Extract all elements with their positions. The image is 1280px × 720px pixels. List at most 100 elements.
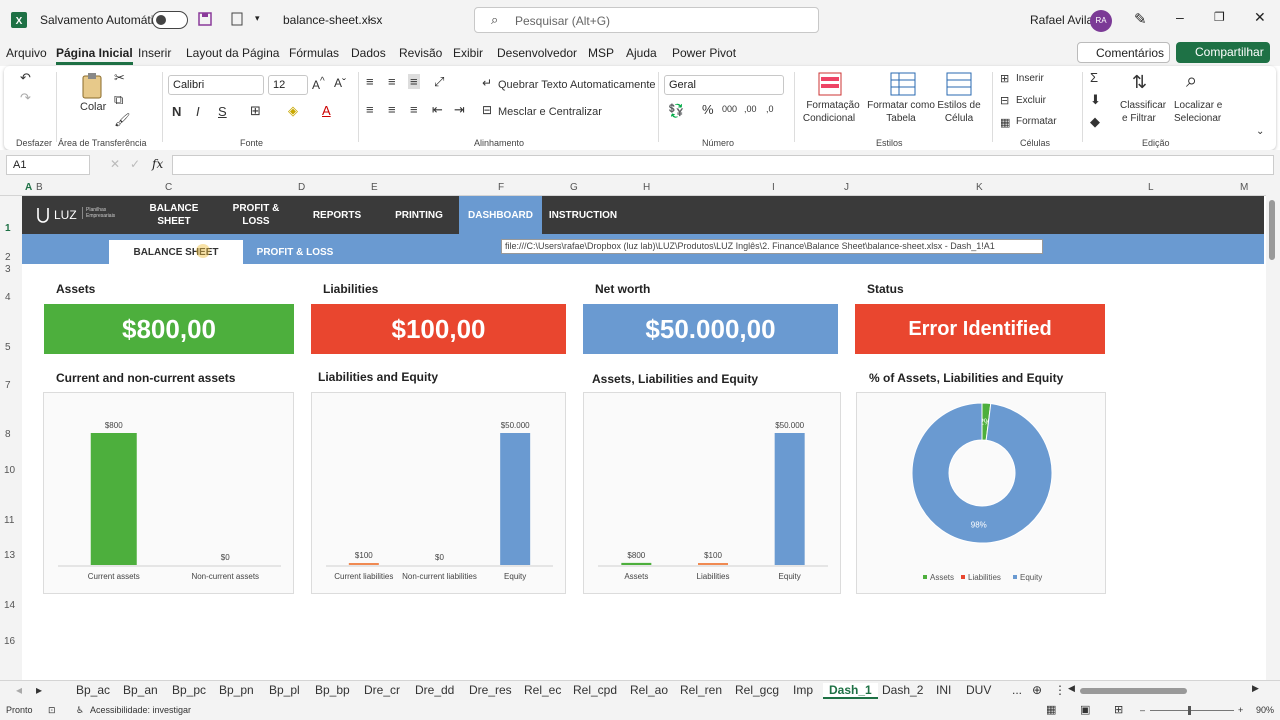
cell-styles-label-1[interactable]: Estilos de <box>937 100 981 111</box>
formula-input[interactable] <box>172 155 1274 175</box>
format-table-label-1[interactable]: Formatar como <box>867 100 935 111</box>
sheet-tab[interactable]: Rel_ec <box>524 683 562 697</box>
document-icon[interactable] <box>230 12 244 26</box>
borders-icon[interactable]: ⊞ <box>250 103 261 118</box>
avatar[interactable]: RA <box>1090 10 1112 32</box>
underline-icon[interactable]: S <box>218 104 227 119</box>
conditional-format-icon[interactable] <box>818 72 842 96</box>
sheet-tab[interactable]: Dash_1 <box>823 683 878 699</box>
decrease-decimal-icon[interactable]: ,0 <box>766 104 774 114</box>
menu-revisao[interactable]: Revisão <box>399 46 443 60</box>
decrease-indent-icon[interactable]: ⇤ <box>432 102 443 117</box>
zoom-in-icon[interactable]: + <box>1238 705 1244 715</box>
chart-assets-liabilities-equity[interactable]: $800 Assets $100 Liabilities $50.000 Equity <box>583 392 841 594</box>
shrink-font-icon[interactable]: Aˇ <box>334 76 346 90</box>
sheet-tab[interactable]: Bp_ac <box>76 683 111 697</box>
find-icon[interactable]: ⌕ <box>1186 70 1198 92</box>
format-label[interactable]: Formatar <box>1016 116 1057 127</box>
font-name-select[interactable]: Calibri <box>168 75 264 95</box>
nav-printing[interactable]: PRINTING <box>395 209 443 221</box>
save-icon[interactable] <box>198 12 212 26</box>
sheet-tab[interactable]: Rel_gcg <box>735 683 780 697</box>
currency-icon[interactable]: 💱 <box>668 103 685 118</box>
sheet-tab[interactable]: Bp_an <box>123 683 158 697</box>
menu-ajuda[interactable]: Ajuda <box>626 46 657 60</box>
column-header[interactable]: I <box>772 182 775 193</box>
paste-icon[interactable] <box>80 72 106 100</box>
row-header[interactable]: 16 <box>4 636 16 647</box>
page-layout-icon[interactable]: ▣ <box>1080 704 1091 716</box>
restore-icon[interactable]: ❐ <box>1214 10 1225 24</box>
nav-balance-sheet[interactable]: BALANCE SHEET <box>149 203 199 227</box>
thousands-icon[interactable]: 000 <box>722 104 738 114</box>
orientation-icon[interactable]: ⤢ <box>434 74 445 89</box>
percent-icon[interactable]: % <box>702 102 714 117</box>
align-center-icon[interactable]: ≡ <box>388 102 396 117</box>
column-header[interactable]: A <box>25 182 33 193</box>
accessibility-status[interactable]: Acessibilidade: investigar <box>90 705 192 715</box>
wrap-text-label[interactable]: Quebrar Texto Automaticamente <box>498 79 656 91</box>
zoom-slider[interactable] <box>1150 710 1234 711</box>
filename[interactable]: balance-sheet.xlsx <box>283 13 383 27</box>
zoom-out-icon[interactable]: – <box>1140 705 1146 715</box>
menu-desenvolvedor[interactable]: Desenvolvedor <box>497 46 578 60</box>
column-header[interactable]: E <box>371 182 378 193</box>
comments-button[interactable]: Comentários <box>1077 42 1170 63</box>
merge-center-label[interactable]: Mesclar e Centralizar <box>498 106 602 118</box>
format-cells-icon[interactable]: ▦ <box>1000 117 1011 129</box>
font-size-select[interactable]: 12 <box>268 75 308 95</box>
cancel-icon[interactable]: ✕ <box>110 157 121 171</box>
sheet-tab[interactable]: Rel_cpd <box>573 683 618 697</box>
menu-exibir[interactable]: Exibir <box>453 46 484 60</box>
column-header[interactable]: G <box>570 182 578 193</box>
paste-label[interactable]: Colar <box>80 101 107 113</box>
bold-icon[interactable]: N <box>172 104 182 119</box>
row-header[interactable]: 11 <box>4 515 15 526</box>
menu-msp[interactable]: MSP <box>588 46 615 60</box>
sheet-tab[interactable]: Bp_bp <box>315 683 350 697</box>
column-header[interactable]: B <box>36 182 43 193</box>
align-left-icon[interactable]: ≡ <box>366 102 374 117</box>
sort-label-1[interactable]: Classificar <box>1120 100 1167 111</box>
hscroll-left-icon[interactable]: ◀ <box>1068 683 1075 693</box>
sheet-tab[interactable]: Bp_pc <box>172 683 207 697</box>
delete-label[interactable]: Excluir <box>1016 95 1047 106</box>
number-format-select[interactable]: Geral <box>664 75 784 95</box>
nav-instruction[interactable]: INSTRUCTION <box>548 209 618 221</box>
nav-profit-loss[interactable]: PROFIT & LOSS <box>232 203 280 227</box>
insert-cells-icon[interactable]: ⊞ <box>1000 73 1010 85</box>
subnav-balance-sheet[interactable]: BALANCE SHEET <box>109 240 243 264</box>
menu-formulas[interactable]: Fórmulas <box>289 46 340 60</box>
cond-format-label-1[interactable]: Formatação <box>806 100 860 111</box>
cut-icon[interactable]: ✂ <box>114 70 125 85</box>
autosum-icon[interactable]: Σ <box>1090 70 1099 85</box>
menu-dados[interactable]: Dados <box>351 46 386 60</box>
column-header[interactable]: L <box>1148 182 1154 193</box>
copy-icon[interactable]: ⧉ <box>114 92 124 107</box>
sheet-tab[interactable]: Dre_cr <box>364 683 401 697</box>
nav-reports[interactable]: REPORTS <box>312 209 362 221</box>
sheet-tab[interactable]: Rel_ao <box>630 683 669 697</box>
grow-font-icon[interactable]: A^ <box>312 76 325 92</box>
page-break-icon[interactable]: ⊞ <box>1114 704 1124 716</box>
vertical-scrollbar[interactable] <box>1266 180 1280 680</box>
row-header[interactable]: 2 <box>5 252 11 263</box>
sheet-tab[interactable]: Bp_pn <box>219 683 254 697</box>
sheet-tab[interactable]: DUV <box>966 683 992 697</box>
font-color-icon[interactable]: A <box>322 103 331 118</box>
zoom-level[interactable]: 90% <box>1256 705 1275 715</box>
zoom-slider-thumb[interactable] <box>1188 706 1191 715</box>
sort-filter-icon[interactable]: ⇅ <box>1132 72 1148 92</box>
wrap-text-icon[interactable]: ↵ <box>482 76 493 90</box>
row-header[interactable]: 4 <box>5 292 11 303</box>
column-header[interactable]: K <box>976 182 983 193</box>
row-header[interactable]: 1 <box>5 223 11 234</box>
increase-indent-icon[interactable]: ⇥ <box>454 102 465 117</box>
clear-icon[interactable]: ◆ <box>1090 114 1100 129</box>
tab-scroll-left-icon[interactable]: ◂ <box>16 683 23 697</box>
share-button[interactable]: Compartilhar <box>1176 42 1270 63</box>
tab-scroll-right-icon[interactable]: ▸ <box>36 683 43 697</box>
chart-percent-donut[interactable]: 2% 98% Assets Liabilities Equity <box>856 392 1106 594</box>
insert-label[interactable]: Inserir <box>1016 73 1044 84</box>
fill-icon[interactable]: ⬇ <box>1090 92 1101 107</box>
